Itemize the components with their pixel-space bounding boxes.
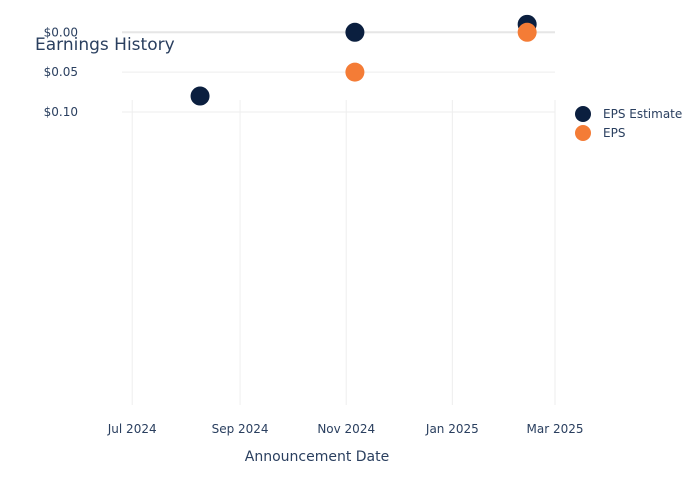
eps-estimate-legend-marker[interactable] [575,106,591,122]
eps-estimate-point[interactable] [190,86,210,106]
x-tick-label: Sep 2024 [212,422,269,436]
x-tick-label: Jul 2024 [107,422,157,436]
data-points [190,14,537,106]
y-tick-label: $0.00 [44,25,78,39]
x-tick-label: Jan 2025 [425,422,479,436]
eps-point[interactable] [517,22,537,42]
grid-layer [122,31,556,405]
eps-legend-marker[interactable] [575,125,591,141]
y-tick-label: $0.05 [44,65,78,79]
chart-title: Earnings History [35,35,175,55]
eps-legend-label[interactable]: EPS [603,126,625,140]
x-axis-title: Announcement Date [245,449,389,465]
eps-point[interactable] [345,62,365,82]
eps-estimate-legend-label[interactable]: EPS Estimate [603,107,682,121]
x-tick-label: Mar 2025 [527,422,584,436]
x-tick-label: Nov 2024 [317,422,375,436]
y-axis-ticks: $0.10$0.05$0.00−$0.05−$0.10−$0.15−$0.20−… [44,25,78,119]
eps-estimate-point[interactable] [345,22,365,42]
y-tick-label: $0.10 [44,105,78,119]
x-axis-ticks: Jul 2024 Sep 2024 Nov 2024 Jan 2025 Mar 2025 [107,422,584,436]
legend: EPS Estimate EPS [575,106,682,141]
